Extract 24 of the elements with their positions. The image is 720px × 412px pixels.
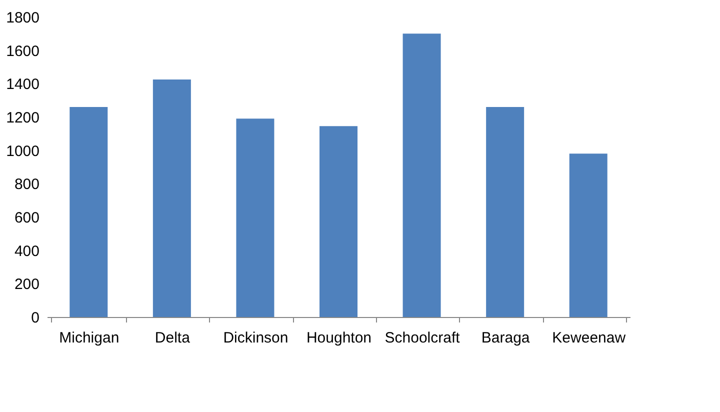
y-tick-label: 200: [14, 276, 40, 294]
y-tick-label: 1400: [6, 76, 40, 94]
y-tick-label: 0: [31, 310, 40, 326]
x-tick-label: Houghton: [306, 330, 372, 346]
bar: [70, 107, 108, 317]
y-tick-label: 1000: [6, 142, 40, 160]
bar: [152, 80, 191, 317]
x-tick-label: Delta: [154, 330, 191, 346]
x-tick-label: Keweenaw: [552, 330, 626, 346]
y-tick-label: 600: [14, 210, 40, 226]
y-tick-label: 1200: [6, 110, 40, 126]
bar: [486, 107, 524, 317]
y-tick-label: 1600: [6, 42, 40, 60]
bar: [236, 118, 274, 317]
x-tick-label: Baraga: [481, 330, 530, 346]
bar: [569, 154, 608, 317]
y-tick-label: 800: [14, 176, 40, 194]
x-tick-label: Dickinson: [223, 330, 288, 346]
x-tick-label: Michigan: [59, 330, 120, 346]
bar: [402, 34, 441, 317]
y-tick-label: 400: [14, 242, 40, 260]
bar: [320, 126, 358, 317]
y-tick-label: 1800: [6, 10, 40, 26]
x-tick-label: Schoolcraft: [384, 330, 461, 346]
